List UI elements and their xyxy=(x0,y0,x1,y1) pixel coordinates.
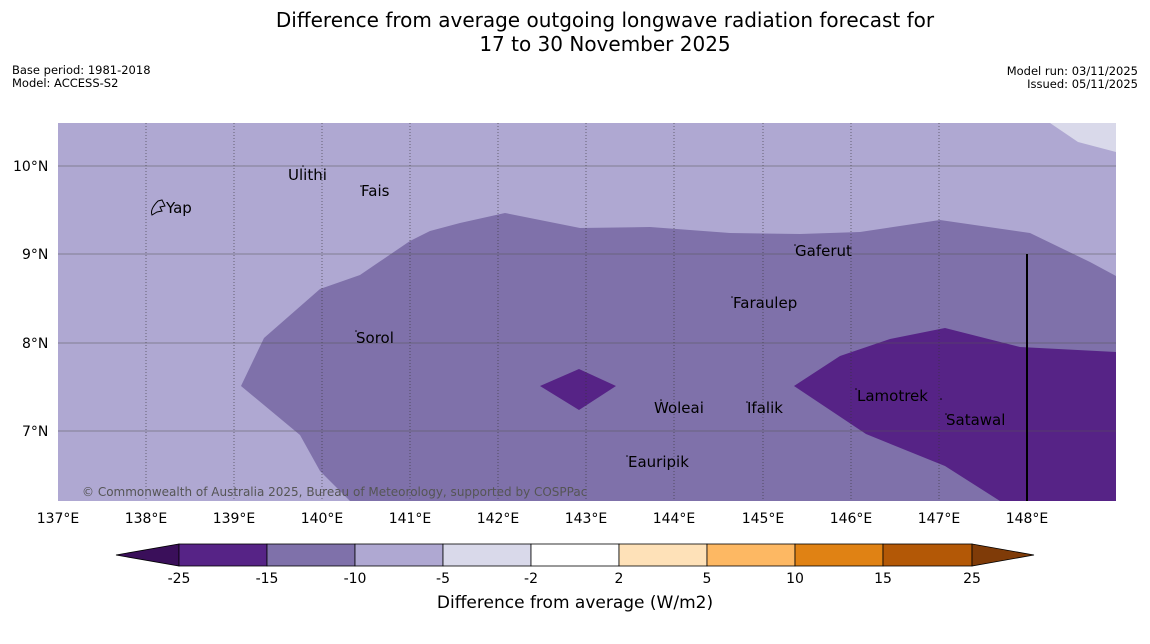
colorbar-tick: -10 xyxy=(344,571,367,587)
model-name: Model: ACCESS-S2 xyxy=(12,76,119,90)
title-line-2: 17 to 30 November 2025 xyxy=(479,32,731,56)
lat-label: 8°N xyxy=(22,336,48,352)
colorbar-segment xyxy=(266,543,356,567)
lon-label: 143°E xyxy=(565,511,608,527)
place-label: Eauripik xyxy=(628,453,689,471)
place-label: Satawal xyxy=(946,411,1005,429)
chart-title: Difference from average outgoing longwav… xyxy=(0,8,1150,56)
colorbar-tick: -15 xyxy=(256,571,279,587)
colorbar-tick: 10 xyxy=(786,571,804,587)
lon-label: 142°E xyxy=(477,511,520,527)
lon-label: 140°E xyxy=(301,511,344,527)
lat-label: 10°N xyxy=(13,159,48,175)
colorbar-tick: 5 xyxy=(703,571,712,587)
yap-island-outline xyxy=(151,199,166,216)
colorbar-tick: -2 xyxy=(524,571,538,587)
colorbar-segment xyxy=(178,543,268,567)
colorbar-tick: 15 xyxy=(874,571,892,587)
island-markers xyxy=(302,165,947,457)
latitude-labels: 10°N 9°N 8°N 7°N xyxy=(13,159,48,440)
lon-label: 138°E xyxy=(125,511,168,527)
base-period: Base period: 1981-2018 xyxy=(12,63,151,77)
place-label: Yap xyxy=(165,199,192,217)
meridian-lines xyxy=(145,123,940,501)
place-label: Gaferut xyxy=(795,242,852,260)
lon-label: 144°E xyxy=(653,511,696,527)
longitude-labels: 137°E 138°E 139°E 140°E 141°E 142°E 143°… xyxy=(37,511,1049,527)
lon-label: 141°E xyxy=(389,511,432,527)
lon-label: 137°E xyxy=(37,511,80,527)
colorbar-extend-high xyxy=(971,543,1035,567)
colorbar-segment xyxy=(530,543,620,567)
colorbar-tick: -5 xyxy=(436,571,450,587)
place-label: Woleai xyxy=(654,399,704,417)
lon-label: 139°E xyxy=(213,511,256,527)
colorbar-segment xyxy=(354,543,444,567)
place-label: Ifalik xyxy=(747,399,783,417)
colorbar-tick: 2 xyxy=(615,571,624,587)
model-run: Model run: 03/11/2025 xyxy=(1006,64,1138,78)
colorbar-tick: -25 xyxy=(168,571,191,587)
lon-label: 146°E xyxy=(830,511,873,527)
meta-right: Model run: 03/11/2025 Issued: 05/11/2025 xyxy=(1007,65,1138,91)
issued-date: Issued: 05/11/2025 xyxy=(1027,77,1138,91)
lat-label: 7°N xyxy=(22,424,48,440)
lon-label: 147°E xyxy=(918,511,961,527)
title-line-1: Difference from average outgoing longwav… xyxy=(275,8,935,32)
lon-label: 148°E xyxy=(1006,511,1049,527)
fill-band-minus25-to-minus15-diamond xyxy=(540,369,616,410)
map-panel: © Commonwealth of Australia 2025, Bureau… xyxy=(58,123,1116,501)
place-label: Ulithi xyxy=(288,166,327,184)
meta-left: Base period: 1981-2018 Model: ACCESS-S2 xyxy=(12,64,151,90)
colorbar-label: Difference from average (W/m2) xyxy=(436,593,714,613)
lon-label: 145°E xyxy=(742,511,785,527)
colorbar-tick-labels: -25 -15 -10 -5 -2 2 5 10 15 25 xyxy=(168,571,981,587)
place-labels: Ulithi Fais Yap Gaferut Faraulep Sorol L… xyxy=(165,166,1005,471)
parallel-lines xyxy=(58,165,1116,432)
colorbar-extend-low xyxy=(115,543,180,567)
lat-label: 9°N xyxy=(22,247,48,263)
colorbar-segment xyxy=(618,543,708,567)
colorbar-segment xyxy=(794,543,884,567)
place-label: Faraulep xyxy=(733,294,797,312)
colorbar-segment xyxy=(442,543,532,567)
fill-band-minus5-to-minus2 xyxy=(1050,123,1116,152)
colorbar-segment xyxy=(882,543,973,567)
place-label: Sorol xyxy=(356,329,394,347)
place-label: Lamotrek xyxy=(857,387,928,405)
copyright-text: © Commonwealth of Australia 2025, Bureau… xyxy=(82,485,587,499)
colorbar xyxy=(115,543,1035,567)
colorbar-segment xyxy=(706,543,796,567)
fill-band-minus25-to-minus15 xyxy=(794,328,1116,501)
colorbar-tick: 25 xyxy=(963,571,981,587)
place-label: Fais xyxy=(361,182,390,200)
